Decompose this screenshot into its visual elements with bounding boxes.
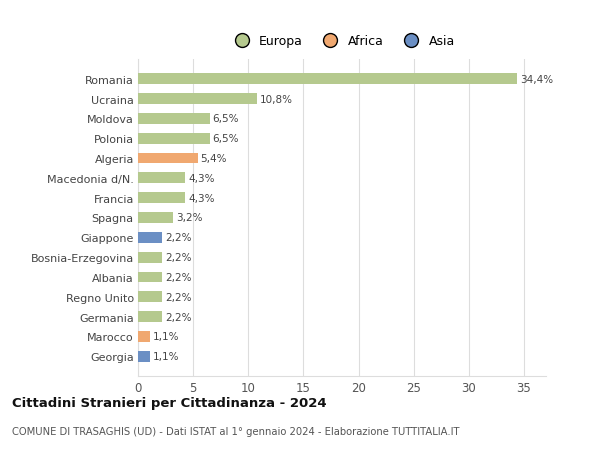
Text: 1,1%: 1,1% <box>153 332 179 342</box>
Bar <box>138 213 173 224</box>
Text: 10,8%: 10,8% <box>260 94 293 104</box>
Text: 3,2%: 3,2% <box>176 213 203 223</box>
Text: 2,2%: 2,2% <box>165 292 191 302</box>
Bar <box>138 153 197 164</box>
Text: 4,3%: 4,3% <box>188 174 215 184</box>
Text: Cittadini Stranieri per Cittadinanza - 2024: Cittadini Stranieri per Cittadinanza - 2… <box>12 396 326 409</box>
Text: 4,3%: 4,3% <box>188 193 215 203</box>
Bar <box>138 193 185 204</box>
Bar <box>138 292 162 302</box>
Text: 1,1%: 1,1% <box>153 352 179 362</box>
Text: 6,5%: 6,5% <box>212 114 239 124</box>
Text: 6,5%: 6,5% <box>212 134 239 144</box>
Text: 34,4%: 34,4% <box>520 74 553 84</box>
Text: 5,4%: 5,4% <box>200 154 227 164</box>
Bar <box>138 74 517 85</box>
Bar <box>138 134 209 144</box>
Text: 2,2%: 2,2% <box>165 233 191 243</box>
Bar <box>138 331 150 342</box>
Bar <box>138 351 150 362</box>
Bar <box>138 94 257 105</box>
Bar <box>138 173 185 184</box>
Text: 2,2%: 2,2% <box>165 252 191 263</box>
Bar <box>138 272 162 283</box>
Text: 2,2%: 2,2% <box>165 272 191 282</box>
Bar <box>138 114 209 124</box>
Legend: Europa, Africa, Asia: Europa, Africa, Asia <box>225 31 459 51</box>
Bar <box>138 232 162 243</box>
Text: 2,2%: 2,2% <box>165 312 191 322</box>
Text: COMUNE DI TRASAGHIS (UD) - Dati ISTAT al 1° gennaio 2024 - Elaborazione TUTTITAL: COMUNE DI TRASAGHIS (UD) - Dati ISTAT al… <box>12 426 460 436</box>
Bar <box>138 252 162 263</box>
Bar <box>138 312 162 322</box>
